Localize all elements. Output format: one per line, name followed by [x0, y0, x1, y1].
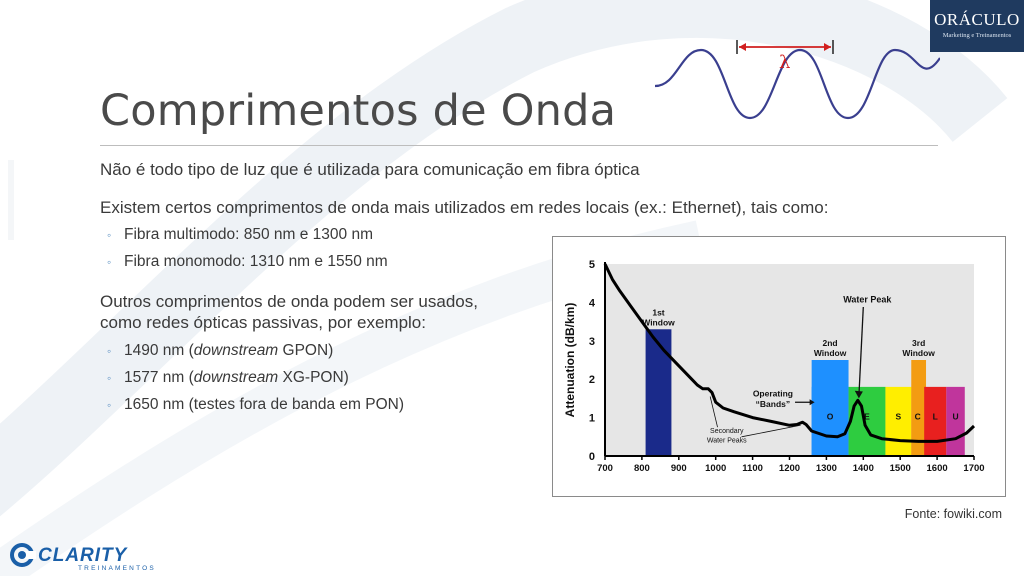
band-label: C [915, 412, 921, 422]
bullet-3-line-1: Outros comprimentos de onda podem ser us… [100, 292, 478, 311]
bullet-marker: ◦ [107, 371, 112, 385]
attenuation-chart: O E S C L U 1st Window 2nd Window 3rd Window 700 800 9… [552, 236, 1006, 497]
title-divider [100, 145, 938, 146]
x-tick-label: 800 [634, 463, 650, 474]
x-tick-label: 1300 [816, 463, 837, 474]
band-label: U [952, 412, 958, 422]
sub-bullet-emphasis: downstream [193, 369, 279, 386]
annotation-arrowhead [809, 399, 815, 406]
sub-bullet-multimode: ◦ Fibra multimodo: 850 nm e 1300 nm [107, 225, 373, 245]
annotation-water-peaks: Water Peaks [707, 438, 747, 445]
x-tick-label: 1000 [705, 463, 726, 474]
sub-bullet-text-end: XG-PON) [278, 369, 349, 386]
y-tick-label: 4 [589, 297, 596, 309]
band-label: S [896, 412, 902, 422]
bullet-marker: ◦ [107, 398, 112, 412]
sub-bullet-text: 1577 nm ( [124, 369, 194, 386]
y-tick-label: 1 [589, 413, 595, 425]
x-tick-label: 1100 [742, 463, 763, 474]
clarity-logo: CLARITY TREINAMENTOS [10, 543, 156, 572]
bullet-marker: ◦ [107, 228, 112, 242]
sub-bullet-text-end: GPON) [278, 342, 334, 359]
band-bar [811, 386, 849, 456]
attenuation-curve [603, 263, 976, 443]
annotation-secondary: Secondary [710, 428, 744, 435]
y-tick-label: 3 [589, 336, 595, 348]
x-tick-label: 900 [671, 463, 687, 474]
annotation-secondary-line [709, 396, 718, 428]
sub-bullet-text: Fibra monomodo: 1310 nm e 1550 nm [124, 253, 388, 270]
x-tick-label: 1500 [890, 463, 911, 474]
annotation-operating: Operating [753, 388, 793, 398]
oraculo-logo: ORÁCULO Marketing e Treinamentos [930, 0, 1024, 52]
oraculo-logo-name: ORÁCULO [934, 10, 1020, 29]
sub-bullet-text: Fibra multimodo: 850 nm e 1300 nm [124, 226, 373, 243]
annotation-bands: “Bands” [756, 399, 790, 409]
window-bar [645, 329, 672, 456]
bullet-2: Existem certos comprimentos de onda mais… [100, 198, 829, 217]
sub-bullet-oob: ◦ 1650 nm (testes fora de banda em PON) [107, 395, 405, 415]
window-label: Window [814, 348, 847, 358]
band-bar [848, 386, 886, 456]
sub-bullet-xgpon: ◦ 1577 nm (downstream XG-PON) [107, 368, 349, 388]
band-bar [924, 386, 947, 456]
x-tick-label: 700 [597, 463, 613, 474]
side-watermark [8, 160, 14, 240]
window-label: Window [902, 348, 935, 358]
slide-title: Comprimentos de Onda [100, 86, 617, 136]
annotation-arrowhead [854, 390, 863, 399]
sub-bullet-emphasis: downstream [193, 342, 279, 359]
annotation-secondary-line [741, 424, 801, 438]
window-label: 3rd [912, 338, 925, 348]
sub-bullet-text: 1650 nm (testes fora de banda em PON) [124, 396, 405, 413]
bullet-marker: ◦ [107, 255, 112, 269]
bullet-3-line-2: como redes ópticas passivas, por exemplo… [100, 313, 426, 332]
window-label: 2nd [823, 338, 838, 348]
band-label: E [864, 412, 870, 422]
bullet-1: Não é todo tipo de luz que é utilizada p… [100, 160, 640, 179]
annotation-water-peak: Water Peak [843, 294, 892, 304]
window-label: 1st [652, 307, 664, 317]
band-label: O [827, 412, 834, 422]
clarity-logo-name: CLARITY [38, 545, 129, 566]
x-tick-label: 1200 [779, 463, 800, 474]
y-tick-label: 5 [589, 259, 595, 271]
source-caption: Fonte: fowiki.com [904, 507, 1002, 521]
y-tick-label: 0 [589, 451, 595, 463]
oraculo-logo-subtitle: Marketing e Treinamentos [942, 32, 1012, 39]
annotation-water-peak-arrow [858, 306, 864, 397]
sub-bullet-text: 1490 nm ( [124, 342, 194, 359]
sub-bullet-singlemode: ◦ Fibra monomodo: 1310 nm e 1550 nm [107, 252, 388, 272]
band-label: L [933, 412, 938, 422]
band-bar [911, 386, 925, 456]
clarity-logo-subtitle: TREINAMENTOS [78, 565, 156, 572]
bullet-marker: ◦ [107, 344, 112, 358]
y-axis-label: Attenuation (dB/km) [563, 303, 577, 418]
wavelength-diagram: λ [655, 40, 940, 120]
x-tick-label: 1600 [927, 463, 948, 474]
band-bar [885, 386, 912, 456]
x-tick-label: 1400 [853, 463, 874, 474]
x-tick-label: 1700 [963, 463, 984, 474]
window-label: Window [642, 317, 675, 327]
sub-bullet-gpon: ◦ 1490 nm (downstream GPON) [107, 341, 334, 361]
lambda-symbol: λ [779, 52, 790, 73]
y-tick-label: 2 [589, 374, 595, 386]
